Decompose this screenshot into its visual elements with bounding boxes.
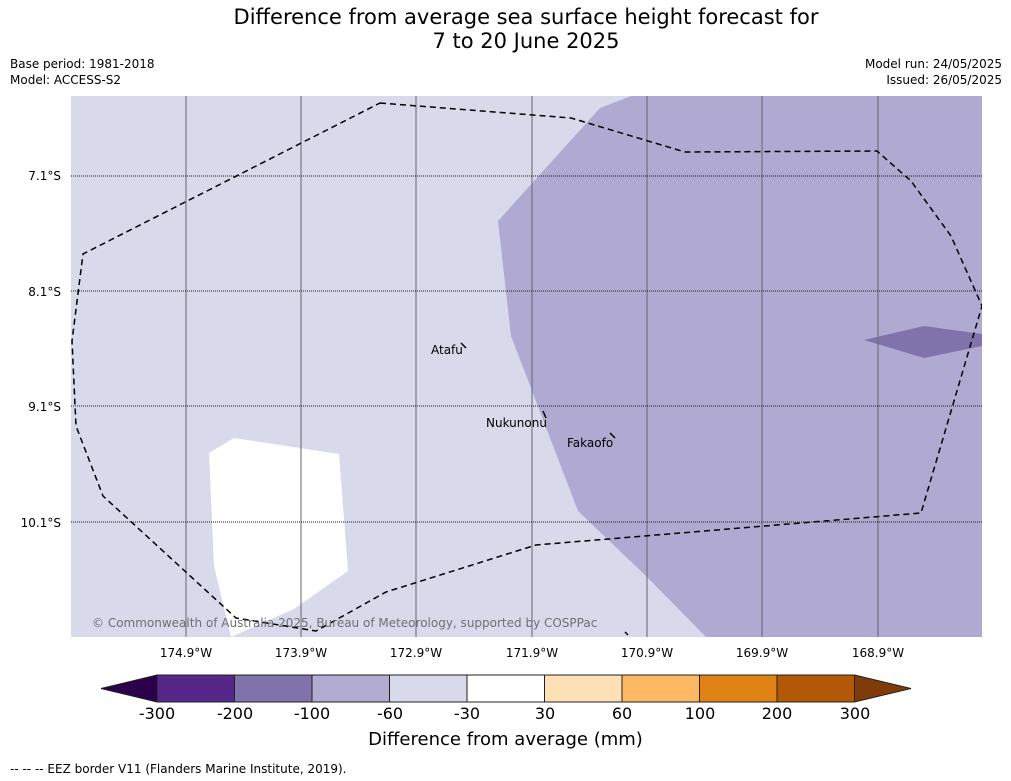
map-svg: [71, 96, 982, 637]
lon-label-173-9: 173.9°W: [274, 646, 328, 660]
atafu-island: [460, 342, 467, 349]
place-label-atafu: Atafu: [431, 343, 463, 357]
lat-label-9-1: 9.1°S: [28, 400, 61, 414]
chart-title: Difference from average sea surface heig…: [0, 5, 1011, 53]
colorbar-segment: [622, 675, 700, 702]
anomaly-region-neutral: [209, 438, 348, 637]
colorbar-segment: [777, 675, 855, 702]
place-label-fakaofo: Fakaofo: [567, 436, 614, 450]
lon-label-172-9: 172.9°W: [389, 646, 443, 660]
anomaly-region-dark: [864, 326, 982, 358]
fakaofo-island: [609, 432, 616, 439]
lat-label-8-1: 8.1°S: [28, 285, 61, 299]
title-line-1: Difference from average sea surface heig…: [233, 5, 819, 29]
issued-date: Issued: 26/05/2025: [886, 73, 1002, 87]
colorbar-tick: 200: [761, 704, 793, 723]
colorbar-segment: [544, 675, 622, 702]
colorbar-segment: [234, 675, 312, 702]
eez-border: [71, 102, 982, 632]
lat-label-10-1: 10.1°S: [20, 516, 61, 530]
colorbar-tick: 300: [839, 704, 871, 723]
model-name: Model: ACCESS-S2: [10, 73, 122, 87]
colorbar-segment: [699, 675, 777, 702]
title-line-2: 7 to 20 June 2025: [432, 29, 620, 53]
lat-label-7-1: 7.1°S: [28, 169, 61, 183]
map-panel[interactable]: Atafu Nukunonu Fakaofo © Commonwealth of…: [71, 96, 982, 637]
place-label-nukunonu: Nukunonu: [486, 416, 547, 430]
longitude-gridlines: [185, 96, 879, 637]
colorbar-extend-max: [854, 675, 911, 702]
base-period: Base period: 1981-2018: [10, 57, 155, 71]
colorbar-tick: -100: [293, 704, 331, 723]
colorbar-tick: 30: [534, 704, 556, 723]
colorbar-extend-min: [101, 675, 157, 702]
colorbar-tick: -60: [376, 704, 404, 723]
meta-left: Base period: 1981-2018 Model: ACCESS-S2: [10, 56, 155, 88]
colorbar-tick: -200: [216, 704, 254, 723]
swains-island: [624, 631, 629, 636]
model-run: Model run: 24/05/2025: [864, 57, 1002, 71]
colorbar-tick: -300: [138, 704, 176, 723]
lon-label-169-9: 169.9°W: [735, 646, 789, 660]
colorbar-segment: [467, 675, 545, 702]
colorbar-segment: [389, 675, 467, 702]
lon-label-168-9: 168.9°W: [851, 646, 905, 660]
copyright-notice: © Commonwealth of Australia 2025, Bureau…: [92, 616, 598, 630]
colorbar-tick: 60: [611, 704, 633, 723]
anomaly-region-mid: [498, 96, 982, 637]
nukunonu-island: [542, 410, 547, 419]
colorbar-segment: [312, 675, 390, 702]
colorbar: [100, 674, 912, 703]
lon-label-174-9: 174.9°W: [159, 646, 213, 660]
colorbar-segment: [157, 675, 235, 702]
colorbar-tick: -30: [453, 704, 481, 723]
colorbar-label: Difference from average (mm): [368, 729, 643, 750]
meta-right: Model run: 24/05/2025 Issued: 26/05/2025: [865, 56, 1002, 88]
lon-label-171-9: 171.9°W: [505, 646, 559, 660]
eez-legend-footnote: -- -- -- EEZ border V11 (Flanders Marine…: [10, 762, 347, 776]
lon-label-170-9: 170.9°W: [620, 646, 674, 660]
colorbar-tick: 100: [684, 704, 716, 723]
